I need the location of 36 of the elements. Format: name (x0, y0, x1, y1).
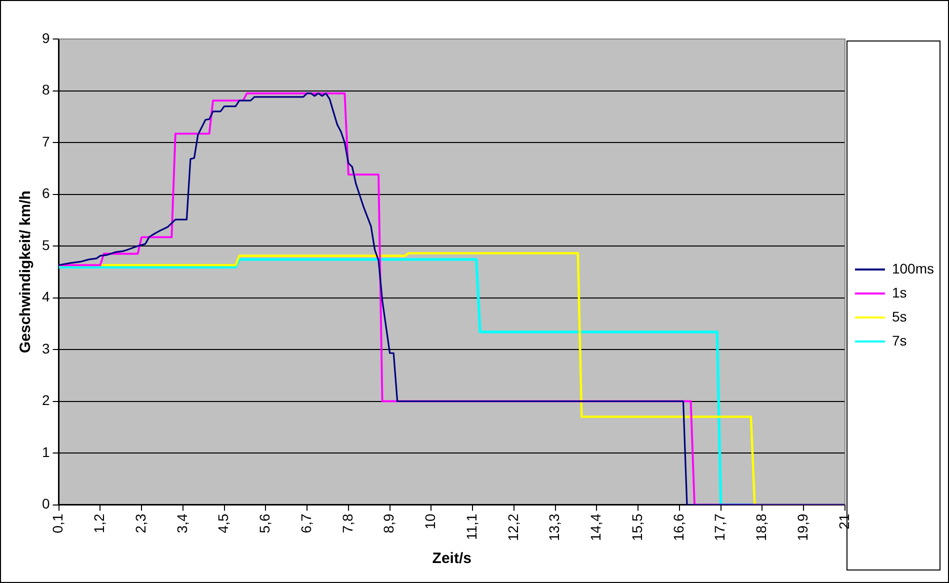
x-tick-label: 15,5 (628, 514, 645, 541)
x-tick-label: 19,9 (794, 514, 810, 541)
x-axis-title: Zeit/s (432, 550, 472, 568)
y-tick-label: 0 (42, 496, 50, 512)
x-tick-label: 14,4 (588, 514, 604, 541)
y-tick-label: 2 (42, 392, 50, 408)
y-tick-label: 6 (42, 185, 50, 202)
x-tick-label: 8,9 (380, 514, 397, 534)
x-tick-label: 13,3 (546, 514, 562, 541)
legend-label: 7s (892, 332, 907, 348)
x-tick-label: 1,2 (91, 514, 108, 534)
x-tick-label: 11,1 (463, 514, 480, 540)
y-tick-label: 4 (42, 288, 50, 305)
x-tick-label: 17,7 (712, 514, 728, 541)
x-tick-label: 4,5 (215, 514, 232, 534)
x-tick-label: 5,6 (256, 514, 273, 534)
x-tick-label: 7,8 (339, 514, 356, 534)
x-tick-label: 2,3 (132, 514, 148, 534)
y-tick-label: 5 (42, 236, 50, 253)
y-tick-label: 3 (42, 340, 50, 356)
y-tick-label: 9 (42, 30, 50, 46)
x-tick-label: 16,6 (670, 514, 686, 541)
legend-label: 1s (892, 284, 907, 300)
legend-label: 5s (892, 308, 907, 324)
x-tick-label: 21 (836, 514, 852, 530)
x-tick-label: 3,4 (174, 514, 190, 534)
y-tick-label: 7 (42, 133, 50, 150)
x-tick-label: 18,8 (753, 514, 770, 541)
legend-label: 100ms (892, 260, 934, 276)
x-tick-label: 12,2 (504, 514, 521, 541)
x-tick-label: 0,1 (50, 514, 66, 534)
y-tick-label: 8 (42, 82, 50, 98)
y-tick-label: 1 (42, 444, 50, 460)
y-axis-title: Geschwindigkeit/ km/h (17, 190, 34, 354)
x-tick-label: 10 (422, 514, 438, 530)
x-tick-label: 6,7 (298, 514, 314, 534)
